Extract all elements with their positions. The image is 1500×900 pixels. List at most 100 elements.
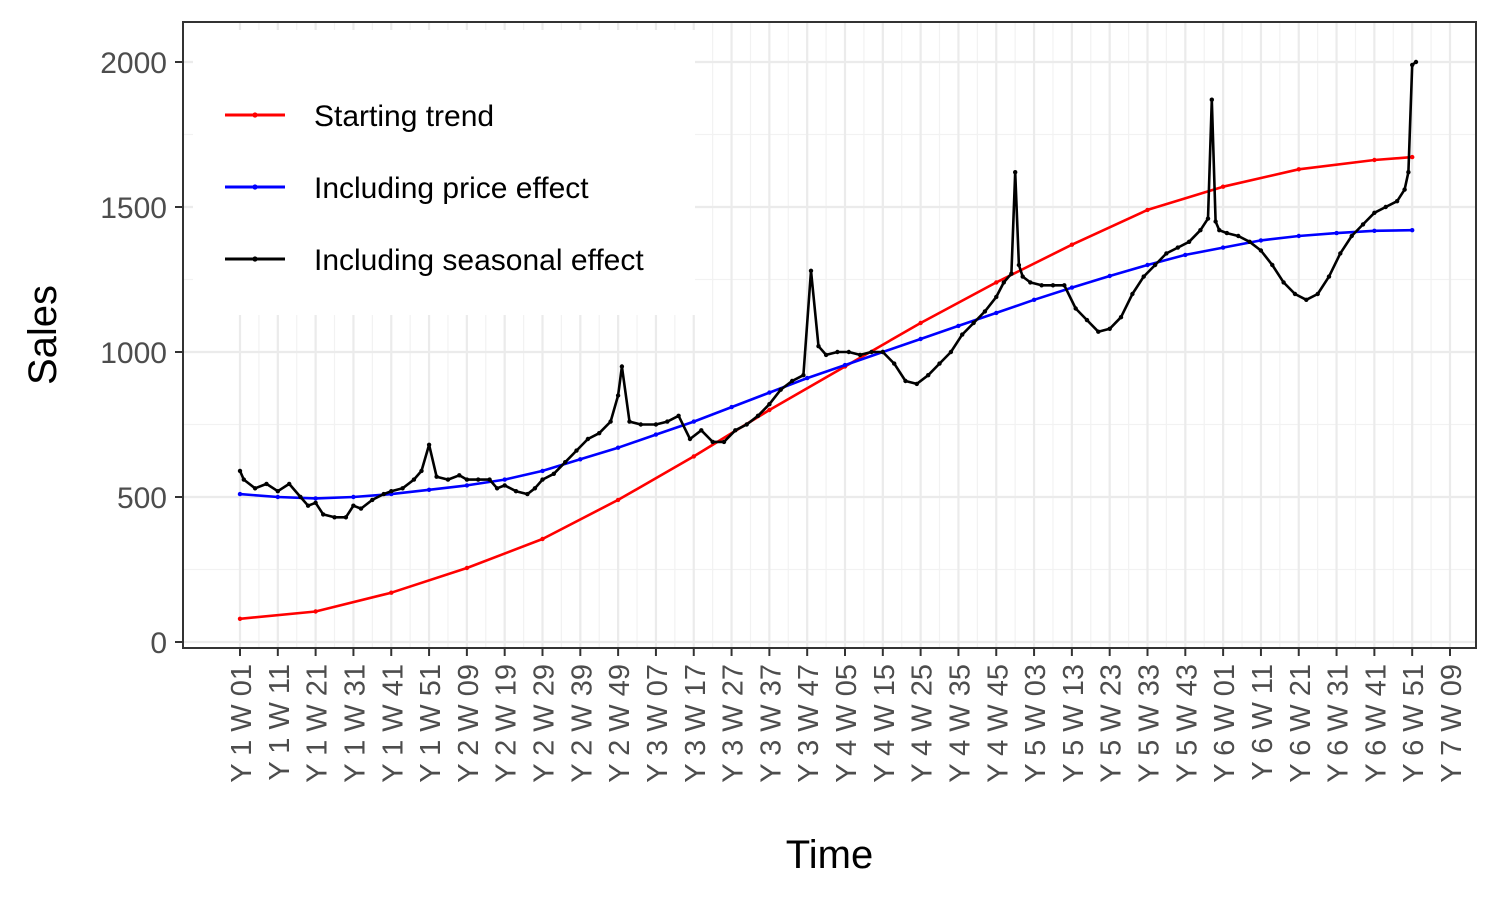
data-point	[1213, 219, 1218, 224]
legend: Starting trend Including price effect Incl…	[225, 100, 644, 277]
data-point	[1258, 238, 1264, 243]
data-point	[502, 483, 507, 488]
x-axis-title: Time	[786, 833, 873, 877]
data-point	[1073, 306, 1078, 311]
data-point	[1224, 230, 1230, 236]
data-point	[1372, 157, 1377, 163]
x-tick-label: Y 6 W 21	[1285, 664, 1317, 783]
x-tick-label: Y 3 W 47	[793, 664, 825, 783]
data-point	[237, 616, 243, 621]
data-point	[241, 477, 246, 482]
data-point	[880, 349, 885, 355]
x-tick-label: Y 4 W 35	[944, 664, 976, 783]
data-point	[578, 457, 583, 462]
data-point	[585, 436, 591, 442]
data-point	[1145, 207, 1150, 213]
data-point	[1130, 291, 1135, 297]
data-point	[767, 402, 772, 407]
data-point	[1406, 170, 1411, 175]
x-tick-label: Y 4 W 05	[831, 664, 863, 783]
legend-item: Starting trend	[225, 100, 494, 133]
legend-item: Including price effect	[225, 172, 589, 205]
data-point	[1410, 154, 1415, 160]
data-point	[1383, 204, 1388, 210]
data-point	[351, 503, 356, 508]
data-point	[1296, 233, 1302, 239]
data-point	[615, 497, 621, 503]
y-tick-label: 0	[150, 627, 167, 660]
data-point	[733, 428, 738, 433]
data-point	[1069, 285, 1075, 290]
data-point	[1413, 59, 1419, 65]
data-point	[1410, 62, 1415, 68]
data-point	[358, 506, 364, 511]
data-point	[1084, 317, 1090, 323]
series-line	[239, 228, 1413, 500]
data-point	[237, 491, 243, 497]
data-point	[619, 364, 625, 369]
data-point	[699, 428, 704, 433]
data-point	[313, 496, 318, 501]
data-point	[1186, 239, 1192, 244]
data-point	[767, 407, 772, 413]
data-point	[808, 268, 814, 273]
data-point	[597, 431, 602, 436]
data-point	[1334, 230, 1339, 236]
data-point	[370, 497, 375, 503]
series-2	[237, 59, 1419, 520]
data-point	[1198, 228, 1203, 233]
panel-border	[182, 21, 1477, 649]
data-point	[445, 477, 451, 482]
data-point	[1164, 251, 1169, 256]
data-point	[1217, 228, 1222, 233]
data-point	[767, 390, 772, 395]
x-tick-label: Y 5 W 43	[1171, 664, 1203, 783]
x-tick-label: Y 4 W 25	[907, 664, 939, 783]
data-point	[691, 419, 696, 424]
data-point	[298, 494, 303, 500]
data-point	[1220, 184, 1226, 189]
x-tick-label: Y 7 W 09	[1436, 664, 1468, 783]
data-point	[755, 413, 761, 418]
data-point	[540, 477, 545, 482]
data-point	[1141, 274, 1146, 279]
data-point	[638, 422, 643, 427]
data-point	[513, 489, 519, 494]
legend-box	[193, 30, 695, 315]
x-tick-label: Y 6 W 01	[1209, 664, 1241, 783]
y-tick-label: 1000	[100, 337, 167, 370]
data-point	[313, 609, 318, 614]
data-point	[721, 439, 727, 445]
data-point	[892, 361, 897, 366]
data-point	[1175, 245, 1181, 250]
data-point	[835, 349, 840, 355]
data-point	[252, 486, 258, 491]
data-point	[287, 481, 292, 487]
data-point	[744, 422, 749, 427]
data-point	[305, 503, 311, 508]
x-tick-label: Y 1 W 21	[302, 664, 334, 783]
data-point	[676, 413, 681, 418]
data-point	[1270, 262, 1275, 268]
data-point	[823, 352, 829, 358]
data-point	[400, 486, 405, 491]
data-point	[321, 512, 326, 517]
x-tick-label: Y 1 W 51	[415, 664, 447, 783]
legend-label: Including seasonal effect	[314, 244, 644, 277]
data-point	[914, 381, 919, 387]
data-point	[1205, 216, 1211, 221]
data-point	[434, 474, 439, 479]
legend-key-point	[252, 184, 258, 190]
data-point	[994, 280, 999, 285]
data-point	[846, 349, 851, 355]
data-point	[1372, 228, 1377, 233]
data-point	[903, 378, 908, 384]
data-point	[1107, 326, 1112, 331]
data-point	[1394, 199, 1400, 204]
legend-item: Including seasonal effect	[225, 244, 644, 277]
data-point	[918, 320, 923, 326]
data-point	[464, 483, 470, 488]
data-point	[313, 500, 318, 505]
data-point	[729, 404, 734, 410]
